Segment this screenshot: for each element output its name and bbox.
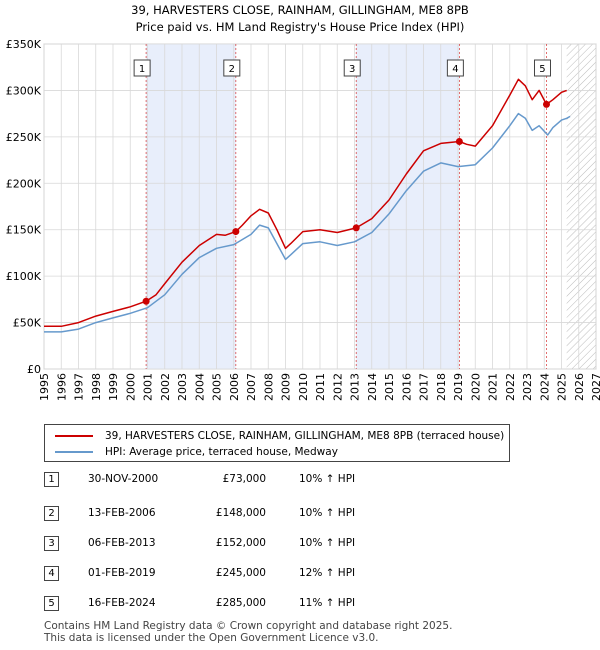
x-tick-label: 2011 — [314, 373, 327, 401]
sale-number-badge: 4 — [44, 566, 59, 581]
sale-marker-label: 2 — [229, 64, 235, 75]
x-tick-label: 2001 — [142, 373, 155, 401]
x-tick-label: 2025 — [556, 373, 569, 401]
hpi-line — [44, 112, 571, 333]
sale-number-badge: 1 — [44, 472, 59, 487]
x-tick-label: 1999 — [107, 373, 120, 401]
x-tick-label: 2003 — [176, 373, 189, 401]
sale-hpi-change: 10% ↑ HPI — [299, 507, 356, 519]
x-tick-label: 2006 — [228, 373, 241, 401]
legend-item-property: 39, HARVESTERS CLOSE, RAINHAM, GILLINGHA… — [55, 428, 504, 444]
sale-date: 06-FEB-2013 — [88, 537, 156, 549]
chart-subtitle: Price paid vs. HM Land Registry's House … — [136, 20, 465, 34]
ownership-period-band — [356, 44, 460, 369]
sale-marker-box — [343, 59, 361, 77]
x-tick-label: 2013 — [349, 373, 362, 401]
x-tick-label: 2014 — [366, 373, 379, 401]
legend-property-line — [55, 435, 93, 437]
sale-hpi-change: 11% ↑ HPI — [299, 597, 356, 609]
sale-price: £73,000 — [222, 473, 266, 485]
sale-point — [142, 297, 150, 305]
x-tick-label: 2018 — [435, 373, 448, 401]
sale-number-badge: 5 — [44, 596, 59, 611]
sale-hpi-change: 10% ↑ HPI — [299, 473, 356, 485]
x-tick-label: 2008 — [262, 373, 275, 401]
x-tick-label: 2019 — [452, 373, 465, 401]
sale-row: 1 30-NOV-2000 £73,000 10% ↑ HPI — [44, 472, 444, 488]
x-tick-label: 2017 — [418, 373, 431, 401]
sale-row: 5 16-FEB-2024 £285,000 11% ↑ HPI — [44, 596, 444, 612]
sale-number-badge: 2 — [44, 506, 59, 521]
x-tick-label: 2010 — [297, 373, 310, 401]
x-tick-label: 2015 — [383, 373, 396, 401]
x-tick-label: 2027 — [590, 373, 600, 401]
sale-date: 30-NOV-2000 — [88, 473, 159, 485]
sale-price: £148,000 — [215, 507, 266, 519]
sale-marker-box — [223, 59, 241, 77]
x-tick-label: 2024 — [538, 373, 551, 401]
sale-hpi-change: 10% ↑ HPI — [299, 537, 356, 549]
x-tick-label: 1997 — [73, 373, 86, 401]
sale-number-badge: 3 — [44, 536, 59, 551]
sale-date: 13-FEB-2006 — [88, 507, 156, 519]
sale-marker-box — [533, 59, 551, 77]
footer-licence: This data is licensed under the Open Gov… — [44, 632, 379, 644]
y-tick-label: £0 — [27, 363, 41, 376]
x-tick-label: 2026 — [573, 373, 586, 401]
y-tick-label: £200K — [6, 177, 42, 190]
y-tick-label: £50K — [13, 317, 42, 330]
legend: 39, HARVESTERS CLOSE, RAINHAM, GILLINGHA… — [44, 424, 510, 462]
sale-marker-box — [446, 59, 464, 77]
sale-date: 16-FEB-2024 — [88, 597, 156, 609]
y-tick-label: £300K — [6, 84, 42, 97]
sale-row: 3 06-FEB-2013 £152,000 10% ↑ HPI — [44, 536, 444, 552]
price-chart: 39, HARVESTERS CLOSE, RAINHAM, GILLINGHA… — [6, 3, 600, 401]
x-tick-label: 2020 — [469, 373, 482, 401]
x-tick-label: 2000 — [124, 373, 137, 401]
sale-price: £285,000 — [215, 597, 266, 609]
y-tick-label: £100K — [6, 270, 42, 283]
sale-marker-label: 1 — [139, 64, 145, 75]
sale-price: £245,000 — [215, 567, 266, 579]
x-tick-label: 2021 — [487, 373, 500, 401]
y-tick-label: £350K — [6, 38, 42, 51]
sale-hpi-change: 12% ↑ HPI — [299, 567, 356, 579]
sale-marker-label: 3 — [349, 64, 355, 75]
sale-point — [232, 228, 240, 236]
x-tick-label: 2007 — [245, 373, 258, 401]
footer-copyright: Contains HM Land Registry data © Crown c… — [44, 620, 453, 632]
legend-hpi-line — [55, 451, 93, 453]
x-tick-label: 2005 — [211, 373, 224, 401]
sale-row: 4 01-FEB-2019 £245,000 12% ↑ HPI — [44, 566, 444, 582]
chart-title: 39, HARVESTERS CLOSE, RAINHAM, GILLINGHA… — [131, 3, 469, 17]
x-tick-label: 2002 — [159, 373, 172, 401]
ownership-period-band — [146, 44, 236, 369]
sale-row: 2 13-FEB-2006 £148,000 10% ↑ HPI — [44, 506, 444, 522]
x-tick-label: 2012 — [331, 373, 344, 401]
sale-marker-box — [133, 59, 151, 77]
legend-hpi-label: HPI: Average price, terraced house, Medw… — [105, 446, 338, 458]
x-tick-label: 1995 — [38, 373, 51, 401]
property-price-line — [44, 78, 567, 328]
x-tick-label: 2022 — [504, 373, 517, 401]
sale-date: 01-FEB-2019 — [88, 567, 156, 579]
sale-price: £152,000 — [215, 537, 266, 549]
x-tick-label: 2009 — [280, 373, 293, 401]
x-tick-label: 1996 — [55, 373, 68, 401]
sale-point — [455, 138, 463, 145]
legend-property-label: 39, HARVESTERS CLOSE, RAINHAM, GILLINGHA… — [105, 430, 505, 442]
x-tick-label: 2004 — [193, 373, 206, 401]
x-tick-label: 2023 — [521, 373, 534, 401]
y-tick-label: £150K — [6, 224, 42, 237]
forecast-region — [566, 44, 596, 369]
sale-marker-label: 4 — [452, 64, 458, 75]
x-tick-label: 2016 — [400, 373, 413, 401]
y-tick-label: £250K — [6, 131, 42, 144]
legend-item-hpi: HPI: Average price, terraced house, Medw… — [55, 444, 338, 460]
x-tick-label: 1998 — [90, 373, 103, 401]
sale-point — [352, 224, 360, 232]
sale-marker-label: 5 — [539, 64, 545, 75]
sale-point — [542, 100, 550, 108]
footer-note: Contains HM Land Registry data © Crown c… — [44, 620, 452, 644]
